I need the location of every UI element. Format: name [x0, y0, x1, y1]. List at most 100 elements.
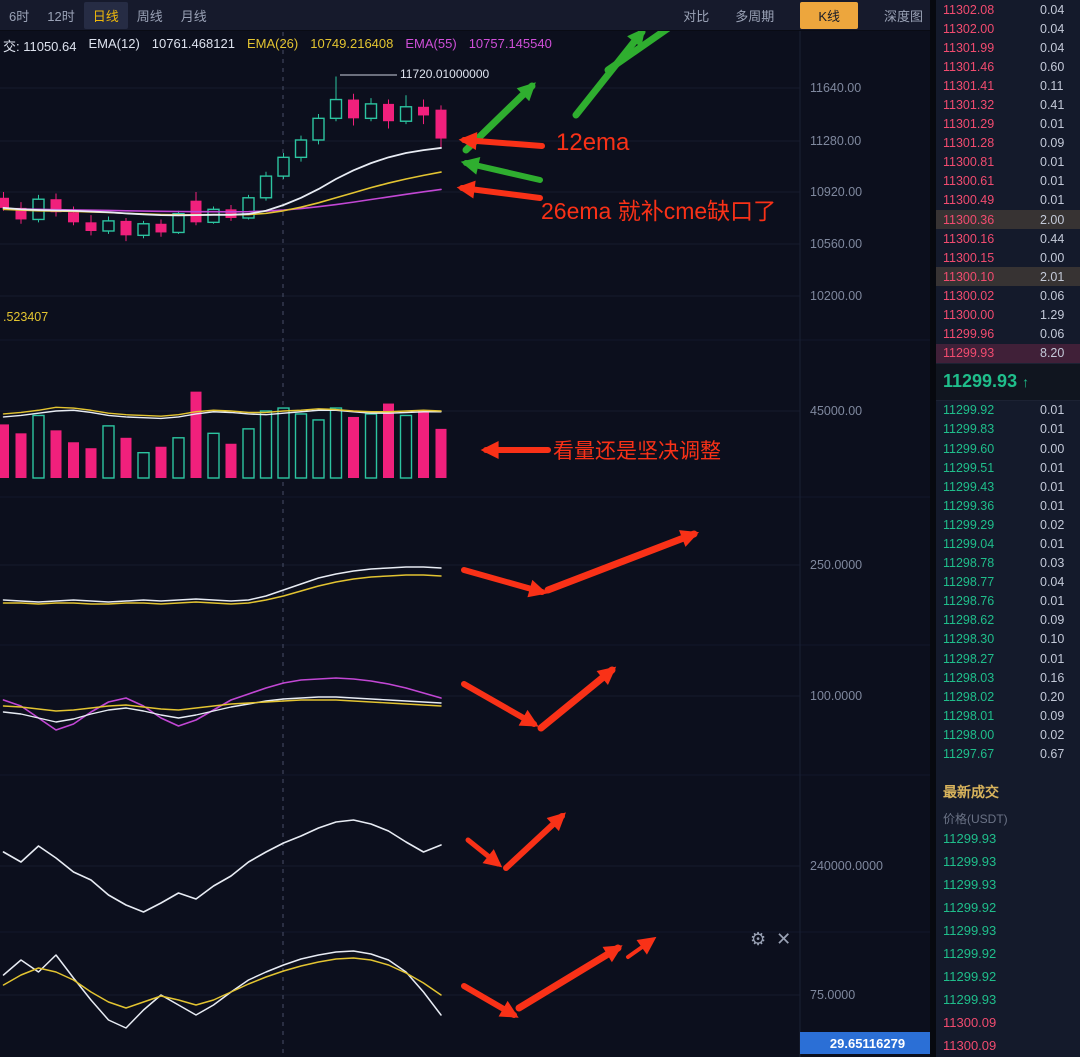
orderbook-bid-row[interactable]: 11298.62 0.09 — [936, 611, 1080, 630]
chart-toolbar: 6时 12时 日线 周线 月线 对比 多周期 K线 深度图 — [0, 0, 935, 31]
orderbook-price: 11298.62 — [943, 613, 995, 628]
orderbook-ask-row[interactable]: 11301.46 0.60 — [936, 57, 1080, 76]
orderbook-bid-row[interactable]: 11298.76 0.01 — [936, 592, 1080, 611]
orderbook-ask-row[interactable]: 11301.29 0.01 — [936, 115, 1080, 134]
volume-legend: .523407 — [3, 310, 49, 324]
orderbook-price: 11300.02 — [943, 288, 995, 303]
orderbook-bid-row[interactable]: 11297.67 0.67 — [936, 744, 1080, 763]
orderbook-bid-row[interactable]: 11298.03 0.16 — [936, 668, 1080, 687]
orderbook-bid-row[interactable]: 11299.83 0.01 — [936, 420, 1080, 439]
axis-label-panel4: 100.0000 — [810, 689, 863, 703]
orderbook-bid-row[interactable]: 11299.92 0.01 — [936, 401, 1080, 420]
axis-label-panel6: 75.0000 — [810, 988, 856, 1002]
orderbook-amount: 0.04 — [1040, 40, 1065, 55]
orderbook-ask-row[interactable]: 11300.49 0.01 — [936, 191, 1080, 210]
orderbook-bid-row[interactable]: 11298.02 0.20 — [936, 687, 1080, 706]
orderbook-bid-row[interactable]: 11299.36 0.01 — [936, 496, 1080, 515]
orderbook-ask-row[interactable]: 11300.16 0.44 — [936, 229, 1080, 248]
axis-label-main-2: 11280.00 — [810, 134, 862, 148]
orderbook-ask-row[interactable]: 11302.08 0.04 — [936, 0, 1080, 19]
orderbook-bid-row[interactable]: 11298.77 0.04 — [936, 573, 1080, 592]
orderbook-amount: 0.09 — [1040, 613, 1065, 628]
orderbook-price: 11298.02 — [943, 689, 995, 704]
orderbook-ask-row[interactable]: 11301.99 0.04 — [936, 38, 1080, 57]
kline-chart[interactable] — [0, 0, 935, 1057]
orderbook-bid-row[interactable]: 11298.01 0.09 — [936, 706, 1080, 725]
orderbook-amount: 0.00 — [1040, 441, 1065, 456]
orderbook-amount: 0.02 — [1040, 727, 1065, 742]
axis-label-panel5: 240000.0000 — [810, 859, 883, 873]
orderbook-bid-row[interactable]: 11298.27 0.01 — [936, 649, 1080, 668]
orderbook-amount: 0.01 — [1040, 155, 1065, 170]
tab-6h[interactable]: 6时 — [9, 8, 30, 24]
orderbook-ask-row[interactable]: 11299.96 0.06 — [936, 325, 1080, 344]
legend-ema55-label: EMA(55) — [405, 36, 457, 51]
orderbook-amount: 0.44 — [1040, 231, 1065, 246]
orderbook-ask-row[interactable]: 11300.61 0.01 — [936, 172, 1080, 191]
orderbook-price: 11299.96 — [943, 327, 995, 342]
orderbook-price: 11301.29 — [943, 117, 995, 132]
trade-row: 11299.93 — [943, 922, 997, 938]
orderbook-bid-row[interactable]: 11299.60 0.00 — [936, 439, 1080, 458]
orderbook-price: 11300.61 — [943, 174, 995, 189]
orderbook-bid-row[interactable]: 11299.29 0.02 — [936, 515, 1080, 534]
orderbook-bid-row[interactable]: 11299.04 0.01 — [936, 534, 1080, 553]
orderbook-price: 11300.10 — [943, 269, 995, 284]
orderbook-bid-row[interactable]: 11299.43 0.01 — [936, 477, 1080, 496]
orderbook-amount: 0.11 — [1040, 78, 1064, 93]
orderbook-amount: 0.01 — [1040, 536, 1065, 551]
kline-mode-button[interactable]: K线 — [800, 1, 858, 29]
orderbook-price: 11298.77 — [943, 575, 995, 590]
orderbook-ask-row[interactable]: 11301.41 0.11 — [936, 76, 1080, 95]
orderbook-amount: 0.60 — [1040, 59, 1065, 74]
current-price[interactable]: 11299.93 ↑ — [936, 362, 1080, 401]
legend-price: 交: 11050.64 — [3, 39, 77, 54]
orderbook-amount: 0.01 — [1040, 594, 1065, 609]
gear-icon[interactable]: ⚙ — [750, 929, 767, 949]
price-up-arrow-icon: ↑ — [1022, 373, 1030, 390]
orderbook-ask-row[interactable]: 11300.02 0.06 — [936, 286, 1080, 305]
annotation-26ema: 26ema 就补cme缺口了 — [541, 198, 777, 224]
trades-list: 11299.93 11299.93 11299.93 11299.92 11299.93… — [936, 827, 1080, 1057]
current-price-value: 11299.93 — [943, 371, 1018, 392]
orderbook-price: 11299.51 — [943, 460, 995, 475]
indicator-value-badge: 29.65116279 — [800, 1032, 935, 1054]
orderbook-amount: 0.10 — [1040, 632, 1065, 647]
orderbook-price: 11300.15 — [943, 250, 995, 265]
orderbook-ask-row[interactable]: 11300.10 2.01 — [936, 267, 1080, 287]
orderbook-ask-row[interactable]: 11300.00 1.29 — [936, 306, 1080, 325]
orderbook-bid-row[interactable]: 11298.78 0.03 — [936, 554, 1080, 573]
orderbook-bid-row[interactable]: 11298.00 0.02 — [936, 725, 1080, 744]
orderbook-price: 11298.76 — [943, 594, 995, 609]
orderbook-amount: 8.20 — [1040, 346, 1065, 361]
orderbook-amount: 0.09 — [1040, 136, 1065, 151]
orderbook-ask-row[interactable]: 11300.36 2.00 — [936, 210, 1080, 230]
orderbook-ask-row[interactable]: 11300.81 0.01 — [936, 153, 1080, 172]
close-icon[interactable]: ✕ — [776, 929, 792, 949]
orderbook-amount: 0.20 — [1040, 689, 1065, 704]
asks-list: 11302.08 0.04 11302.00 0.04 11301.99 0.04 1130… — [936, 0, 1080, 363]
orderbook-price: 11301.32 — [943, 98, 995, 113]
orderbook-ask-row[interactable]: 11302.00 0.04 — [936, 19, 1080, 38]
tab-daily[interactable]: 日线 — [83, 1, 128, 29]
multi-period-button[interactable]: 多周期 — [735, 8, 775, 24]
tab-12h[interactable]: 12时 — [47, 8, 75, 24]
orderbook-amount: 0.03 — [1040, 556, 1065, 571]
legend-ema26-label: EMA(26) — [246, 36, 299, 51]
depth-chart-button[interactable]: 深度图 — [883, 8, 923, 24]
orderbook-amount: 0.01 — [1040, 193, 1065, 208]
orderbook-bid-row[interactable]: 11299.51 0.01 — [936, 458, 1080, 477]
orderbook-ask-row[interactable]: 11301.28 0.09 — [936, 134, 1080, 153]
trade-row: 11299.92 — [943, 899, 997, 915]
orderbook-bid-row[interactable]: 11298.30 0.10 — [936, 630, 1080, 649]
tab-weekly[interactable]: 周线 — [136, 8, 163, 24]
orderbook-ask-row[interactable]: 11300.15 0.00 — [936, 248, 1080, 267]
orderbook-price: 11299.43 — [943, 479, 995, 494]
legend-ema12-label: EMA(12) — [88, 36, 140, 51]
tab-monthly[interactable]: 月线 — [180, 8, 207, 24]
orderbook-ask-row[interactable]: 11299.93 8.20 — [936, 343, 1080, 363]
trade-row: 11300.09 — [943, 1014, 997, 1030]
compare-button[interactable]: 对比 — [683, 8, 710, 24]
orderbook-ask-row[interactable]: 11301.32 0.41 — [936, 95, 1080, 114]
